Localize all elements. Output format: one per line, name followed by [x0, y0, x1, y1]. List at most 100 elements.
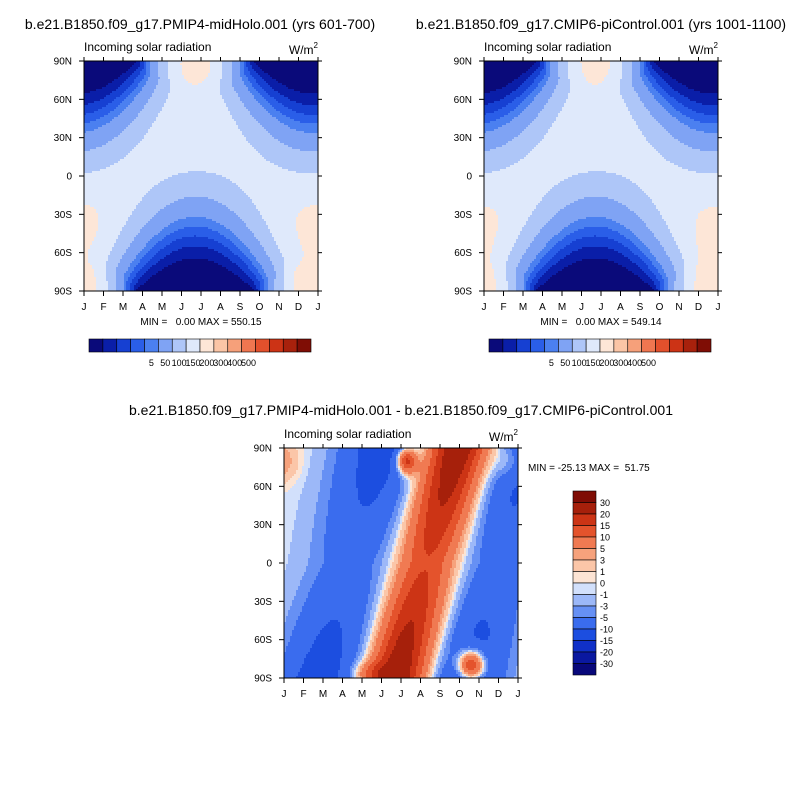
contour-cell — [484, 81, 513, 84]
contour-cell — [308, 652, 343, 655]
contour-cell — [510, 448, 518, 451]
contour-cell — [402, 516, 405, 519]
contour-cell — [446, 618, 449, 621]
contour-cell — [496, 464, 507, 467]
contour-cell — [222, 265, 239, 268]
contour-cell — [474, 630, 491, 633]
contour-cell — [286, 566, 307, 569]
contour-cell — [658, 239, 675, 242]
contour-cell — [486, 131, 523, 134]
contour-cell — [408, 476, 415, 479]
contour-cell — [398, 616, 427, 619]
contour-cell — [508, 113, 521, 116]
contour-cell — [266, 99, 277, 102]
contour-cell — [656, 149, 701, 152]
contour-cell — [460, 552, 465, 555]
contour-cell — [518, 161, 671, 164]
contour-cell — [358, 496, 379, 499]
contour-cell — [172, 175, 223, 178]
contour-cell — [476, 494, 481, 497]
contour-cell — [486, 496, 491, 499]
contour-cell — [516, 89, 527, 92]
contour-cell — [264, 287, 269, 290]
contour-cell — [300, 580, 315, 583]
contour-cell — [438, 624, 443, 627]
contour-cell — [384, 552, 391, 555]
contour-cell — [312, 540, 325, 543]
contour-cell — [460, 514, 469, 517]
colorbar-label: 200 — [199, 358, 214, 368]
contour-cell — [558, 61, 569, 64]
contour-cell — [296, 514, 315, 517]
contour-cell — [492, 448, 497, 451]
contour-cell — [540, 229, 563, 232]
contour-cell — [640, 217, 663, 220]
contour-cell — [168, 225, 225, 228]
contour-cell — [284, 614, 289, 617]
colorbar-label: 150 — [186, 358, 201, 368]
contour-cell — [284, 594, 297, 597]
contour-cell — [276, 109, 293, 112]
contour-cell — [386, 630, 393, 633]
contour-cell — [260, 273, 267, 276]
contour-cell — [504, 448, 511, 451]
contour-cell — [514, 163, 675, 166]
contour-cell — [492, 468, 495, 471]
contour-cell — [264, 289, 269, 291]
contour-cell — [484, 225, 499, 228]
contour-cell — [84, 145, 103, 148]
contour-cell — [254, 203, 318, 206]
contour-cell — [390, 618, 399, 621]
contour-cell — [468, 536, 471, 539]
contour-cell — [284, 267, 297, 270]
contour-cell — [560, 181, 633, 184]
contour-cell — [488, 626, 515, 629]
contour-cell — [676, 241, 697, 244]
contour-cell — [144, 247, 153, 250]
contour-cell — [456, 596, 461, 599]
contour-cell — [222, 175, 318, 178]
contour-cell — [284, 514, 297, 517]
contour-cell — [382, 642, 389, 645]
contour-cell — [320, 632, 343, 635]
contour-cell — [84, 75, 121, 78]
contour-cell — [304, 484, 321, 487]
contour-cell — [224, 235, 237, 238]
contour-cell — [522, 83, 533, 86]
contour-cell — [550, 75, 559, 78]
contour-cell — [696, 237, 718, 240]
contour-cell — [394, 608, 403, 611]
contour-cell — [510, 498, 518, 501]
x-tick-label: S — [637, 302, 644, 313]
contour-cell — [212, 219, 243, 222]
contour-cell — [390, 536, 397, 539]
contour-cell — [670, 229, 697, 232]
contour-cell — [242, 79, 249, 82]
contour-cell — [626, 227, 649, 230]
contour-cell — [284, 564, 287, 567]
contour-cell — [456, 526, 465, 529]
contour-cell — [368, 626, 373, 629]
contour-cell — [284, 143, 318, 146]
contour-cell — [564, 179, 631, 182]
contour-cell — [98, 223, 127, 226]
contour-cell — [406, 454, 411, 457]
contour-cell — [148, 269, 163, 272]
contour-cell — [400, 470, 403, 473]
contour-cell — [432, 450, 439, 453]
contour-cell — [664, 289, 669, 291]
contour-cell — [536, 273, 545, 276]
contour-cell — [136, 257, 143, 260]
contour-cell — [118, 115, 139, 118]
contour-cell — [150, 61, 159, 64]
contour-cell — [220, 81, 233, 84]
contour-cell — [284, 448, 287, 451]
contour-cell — [476, 498, 479, 501]
contour-cell — [408, 526, 417, 529]
contour-cell — [462, 572, 469, 575]
contour-cell — [420, 506, 429, 509]
contour-cell — [654, 87, 663, 90]
contour-cell — [324, 560, 375, 563]
contour-cell — [334, 464, 359, 467]
contour-cell — [440, 618, 443, 621]
